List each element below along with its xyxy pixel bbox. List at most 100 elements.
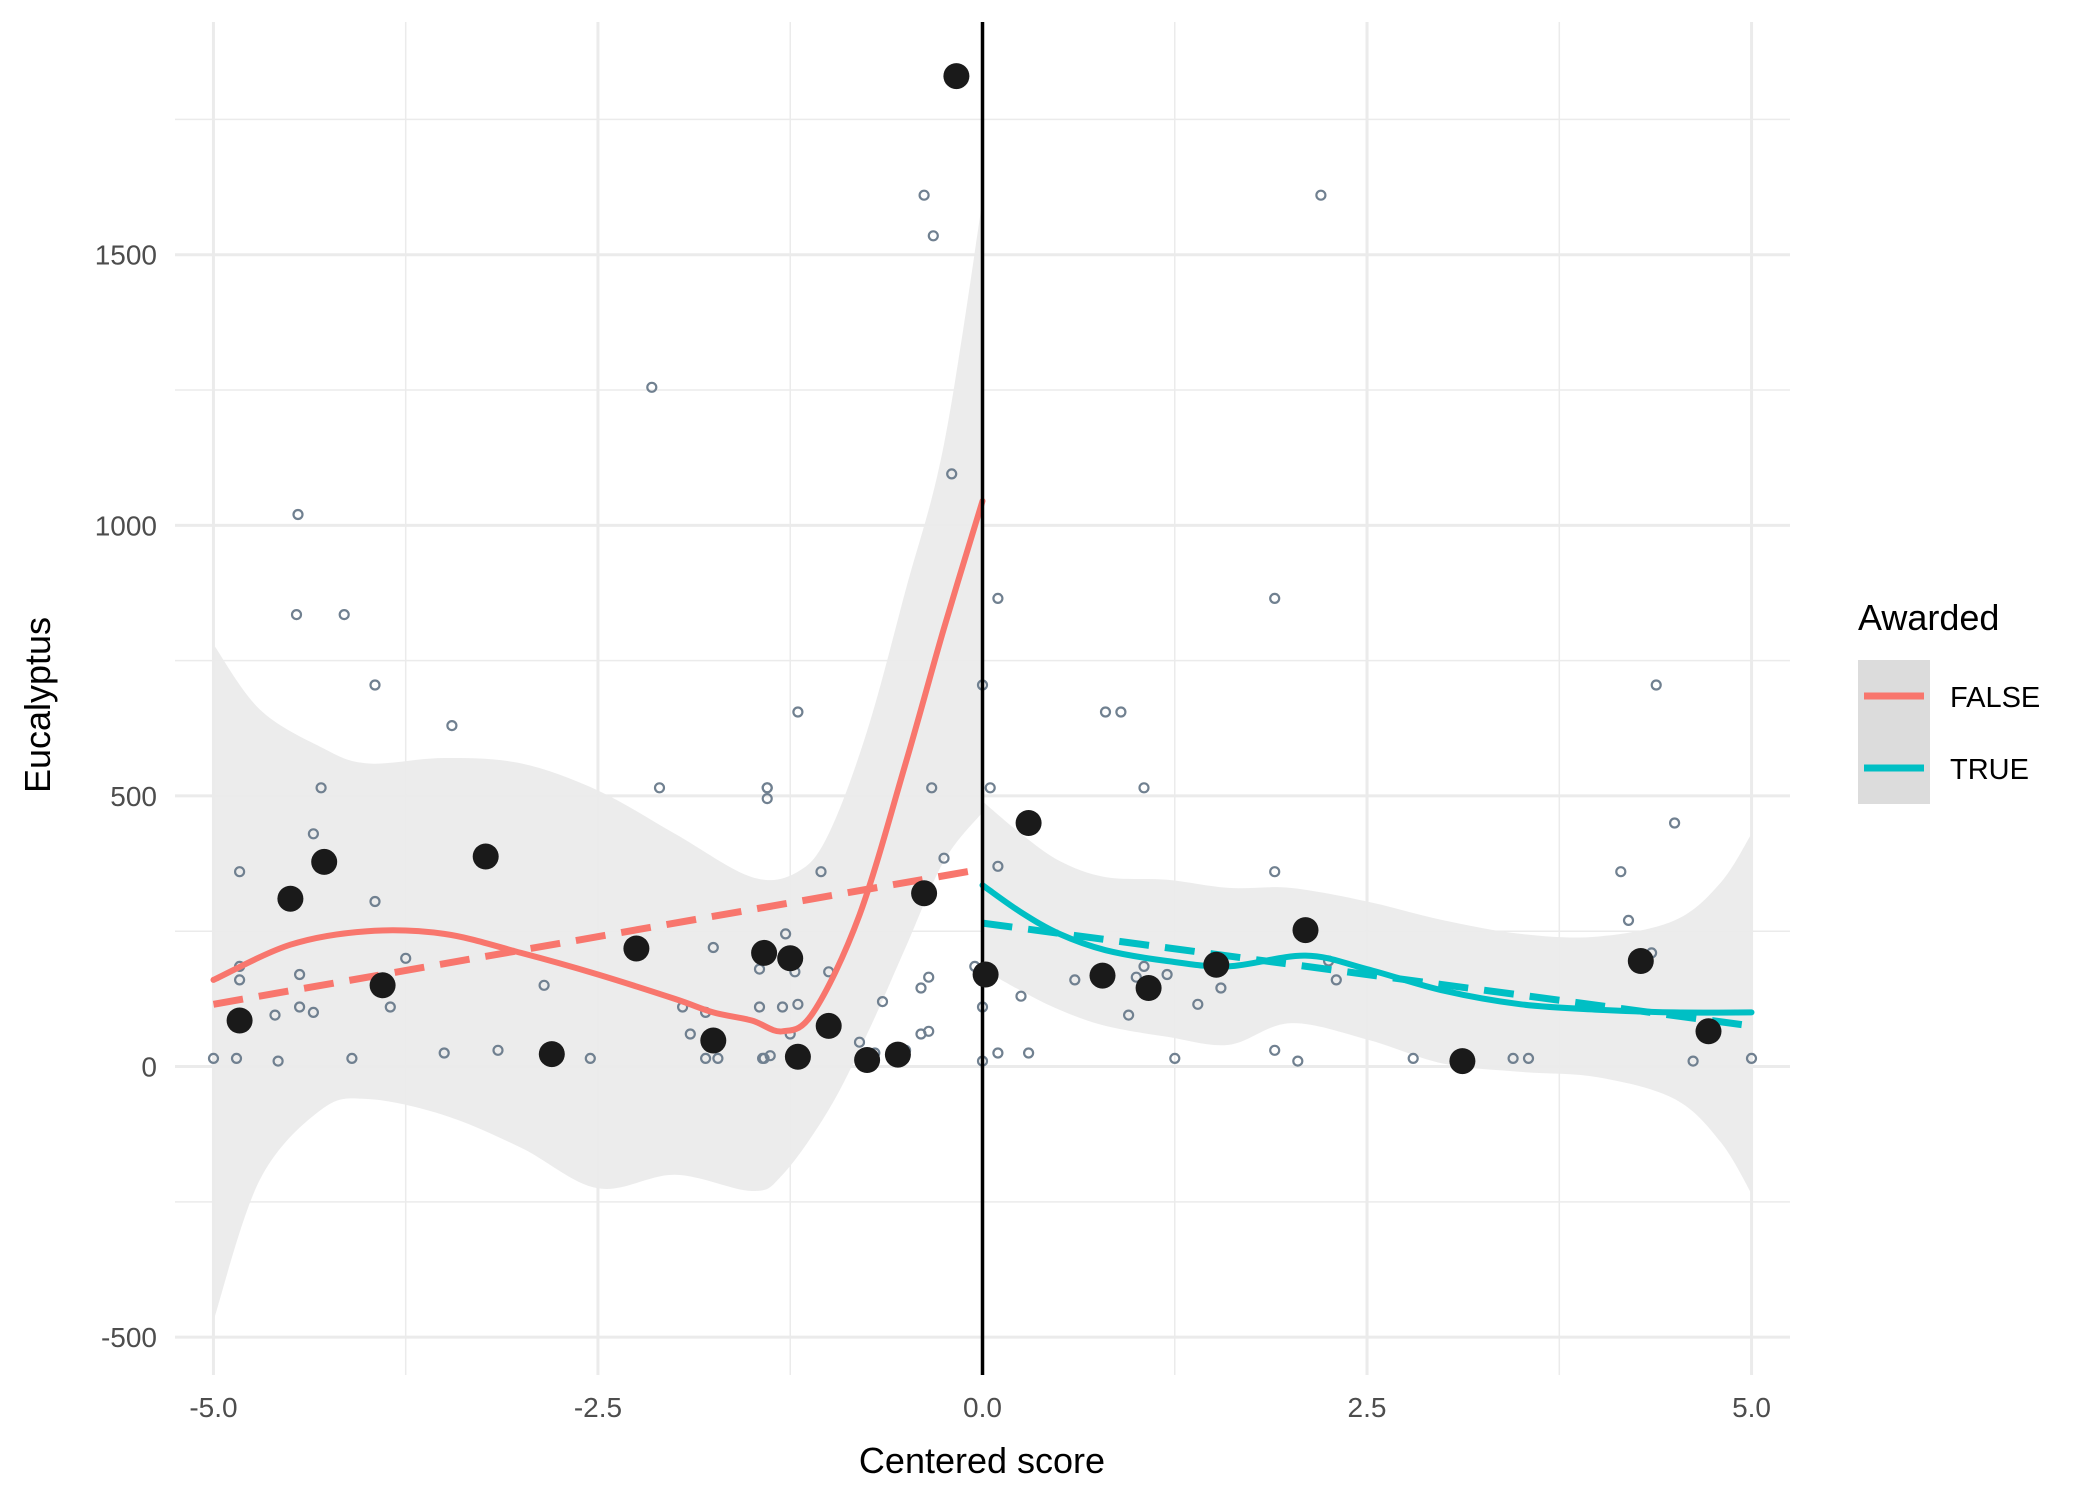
raw-point-56 <box>918 189 930 201</box>
raw-point-79 <box>1138 782 1150 794</box>
y-axis-ticks: -500 0 500 1000 1500 <box>95 240 157 1353</box>
raw-point-38 <box>761 782 773 794</box>
raw-point-5 <box>269 1009 281 1021</box>
raw-point-33 <box>753 1001 766 1013</box>
y-tick-label: 500 <box>110 781 157 812</box>
linear-fit-false <box>212 865 984 1008</box>
loess-fit-true <box>979 882 1755 1016</box>
raw-point-13 <box>315 782 327 794</box>
raw-point-81 <box>1169 1052 1181 1065</box>
raw-point-14 <box>338 608 350 621</box>
raw-point-71 <box>1015 990 1027 1002</box>
binned-mean-point-22 <box>1449 1048 1476 1075</box>
raw-point-19 <box>400 952 412 964</box>
binned-mean-point-5 <box>538 1041 565 1068</box>
binned-mean-point-8 <box>751 939 778 966</box>
raw-point-18 <box>384 1001 396 1013</box>
raw-point-28 <box>684 1028 696 1040</box>
binned-mean-point-4 <box>472 843 499 870</box>
raw-point-100 <box>1687 1055 1699 1067</box>
binned-mean-point-7 <box>700 1027 727 1054</box>
raw-point-21 <box>446 719 458 732</box>
binned-mean-point-6 <box>623 935 650 962</box>
raw-point-12 <box>307 828 319 840</box>
binned-mean-point-13 <box>884 1041 911 1068</box>
raw-point-62 <box>946 468 958 480</box>
fit-lines <box>210 498 1755 1035</box>
binned-mean-point-3 <box>369 972 396 999</box>
raw-point-25 <box>646 381 658 393</box>
y-axis-title: Eucalyptus <box>17 617 58 793</box>
raw-point-98 <box>1650 679 1662 691</box>
binned-mean-point-2 <box>311 848 338 875</box>
raw-point-60 <box>927 230 939 242</box>
raw-point-86 <box>1269 866 1281 878</box>
raw-point-45 <box>792 998 804 1010</box>
raw-point-68 <box>992 1047 1004 1059</box>
x-tick-label: -2.5 <box>574 1392 622 1423</box>
binned-mean-point-15 <box>943 63 970 90</box>
legend-label-false: FALSE <box>1950 682 2040 714</box>
x-axis-ticks: -5.0 -2.5 0.0 2.5 5.0 <box>189 1392 1771 1423</box>
binned-means <box>226 63 1722 1075</box>
raw-point-7 <box>292 508 304 521</box>
raw-point-88 <box>1315 189 1327 201</box>
raw-point-47 <box>815 866 827 878</box>
y-tick-label: 0 <box>141 1052 157 1083</box>
binned-mean-point-10 <box>784 1043 811 1070</box>
raw-point-46 <box>792 706 804 718</box>
binned-mean-point-20 <box>1203 951 1230 978</box>
raw-point-82 <box>1192 998 1204 1010</box>
raw-point-55 <box>915 982 927 994</box>
confidence-bands <box>213 200 1752 1321</box>
raw-point-95 <box>1615 866 1627 878</box>
raw-point-3 <box>234 974 246 986</box>
y-tick-label: 1500 <box>95 240 157 271</box>
binned-mean-point-16 <box>972 961 999 988</box>
raw-point-91 <box>1407 1052 1419 1065</box>
y-tick-label: -500 <box>101 1322 157 1353</box>
raw-point-42 <box>779 928 792 940</box>
raw-point-29 <box>699 1052 712 1065</box>
raw-point-40 <box>764 1050 776 1062</box>
loess-fit-false <box>210 498 986 1035</box>
raw-point-9 <box>294 968 306 981</box>
raw-point-74 <box>1099 706 1112 718</box>
raw-points <box>207 189 1758 1067</box>
raw-point-20 <box>438 1047 450 1059</box>
raw-point-87 <box>1292 1055 1304 1067</box>
raw-point-85 <box>1269 592 1281 605</box>
raw-point-16 <box>369 679 381 691</box>
x-tick-label: 5.0 <box>1732 1392 1771 1423</box>
binned-mean-point-19 <box>1135 975 1162 1001</box>
raw-point-1 <box>230 1052 243 1065</box>
binned-mean-point-12 <box>854 1047 881 1073</box>
raw-point-23 <box>538 979 550 991</box>
raw-point-24 <box>584 1052 596 1065</box>
raw-point-78 <box>1138 960 1150 973</box>
raw-point-96 <box>1622 914 1635 927</box>
raw-point-22 <box>492 1044 504 1056</box>
raw-point-32 <box>712 1052 724 1065</box>
raw-point-49 <box>853 1036 866 1048</box>
raw-point-58 <box>923 971 935 983</box>
raw-point-61 <box>938 852 950 864</box>
y-tick-label: 1000 <box>95 510 157 541</box>
legend-title: Awarded <box>1858 597 1999 638</box>
raw-point-99 <box>1668 817 1681 829</box>
binned-mean-point-23 <box>1627 948 1654 974</box>
raw-point-26 <box>653 782 666 794</box>
binned-mean-point-11 <box>815 1012 842 1039</box>
legend: Awarded FALSE TRUE <box>1858 597 2040 804</box>
raw-point-94 <box>1522 1052 1535 1065</box>
raw-point-8 <box>290 608 303 621</box>
raw-point-52 <box>876 995 889 1008</box>
binned-mean-point-18 <box>1089 962 1116 989</box>
raw-point-36 <box>758 1052 770 1065</box>
legend-label-true: TRUE <box>1950 754 2029 786</box>
raw-point-80 <box>1161 968 1173 981</box>
binned-mean-point-9 <box>777 945 804 972</box>
x-tick-label: -5.0 <box>189 1392 237 1423</box>
raw-point-72 <box>1022 1047 1035 1059</box>
